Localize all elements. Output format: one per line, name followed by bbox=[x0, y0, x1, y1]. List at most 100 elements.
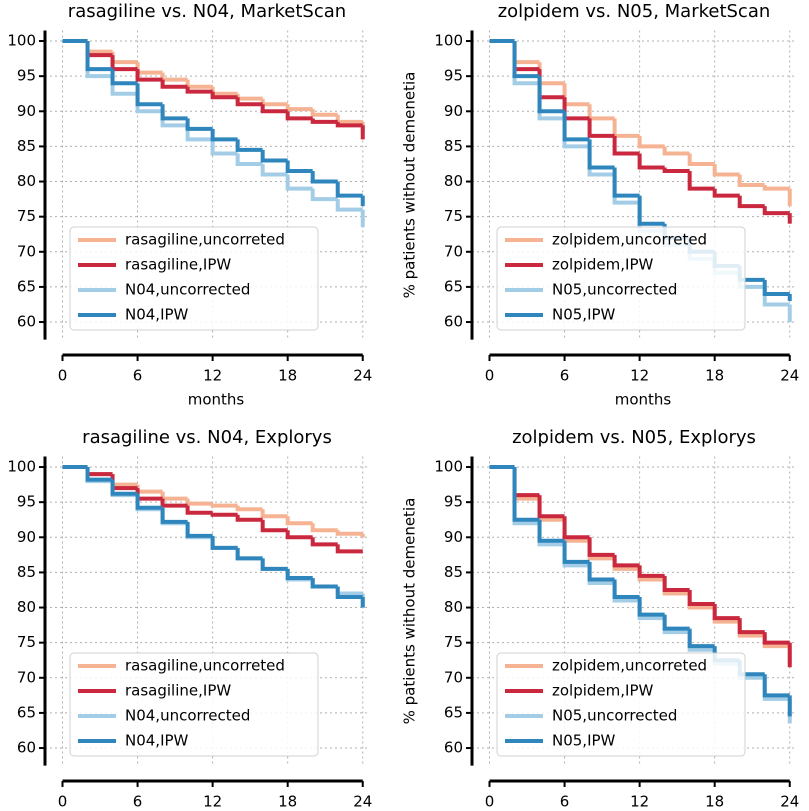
step-segment bbox=[235, 93, 263, 101]
step-segment bbox=[285, 160, 313, 173]
step-segment bbox=[335, 544, 363, 554]
y-tick-label: 65 bbox=[444, 277, 463, 295]
y-tick-label: 70 bbox=[444, 668, 463, 686]
step-segment bbox=[85, 41, 113, 72]
legend-box bbox=[496, 226, 746, 331]
legend-label: N05,uncorrected bbox=[552, 281, 677, 299]
step-segment bbox=[185, 498, 213, 506]
x-tick-label: 6 bbox=[133, 793, 143, 811]
legend-label: N04,uncorrected bbox=[125, 707, 250, 725]
legend-label: zolpidem,uncorreted bbox=[552, 231, 707, 249]
step-segment bbox=[562, 118, 590, 149]
step-segment bbox=[135, 83, 163, 107]
step-segment bbox=[310, 171, 338, 184]
y-tick-label: 65 bbox=[17, 277, 36, 295]
step-segment bbox=[160, 491, 188, 501]
step-segment bbox=[335, 181, 363, 198]
step-segment bbox=[512, 41, 540, 65]
y-tick-label: 95 bbox=[17, 67, 36, 85]
step-segment bbox=[160, 498, 188, 508]
x-tick-label: 0 bbox=[485, 793, 495, 811]
y-tick-label: 80 bbox=[444, 172, 463, 190]
step-segment bbox=[185, 521, 213, 538]
step-segment bbox=[687, 628, 715, 649]
step-segment bbox=[762, 632, 790, 645]
legend-label: rasagiline,IPW bbox=[125, 256, 231, 274]
step-segment bbox=[235, 153, 263, 166]
chart-title: rasagiline vs. N04, Explorys bbox=[82, 427, 332, 448]
step-segment bbox=[160, 104, 188, 121]
y-tick-label: 80 bbox=[17, 598, 36, 616]
x-tick-label: 18 bbox=[705, 793, 724, 811]
step-segment bbox=[612, 554, 640, 568]
y-tick-label: 90 bbox=[17, 102, 36, 120]
y-tick-label: 90 bbox=[444, 102, 463, 120]
y-tick-label: 70 bbox=[17, 242, 36, 260]
y-tick-label: 60 bbox=[444, 313, 463, 331]
y-tick-label: 75 bbox=[17, 633, 36, 651]
step-segment bbox=[512, 41, 540, 72]
y-tick-label: 85 bbox=[444, 137, 463, 155]
step-segment bbox=[160, 79, 188, 89]
subplot: 60 65 70 75 80 85 90 95 100 0 6 12 18 24 rasagiline,un… bbox=[7, 1, 372, 409]
y-tick-label: 70 bbox=[444, 242, 463, 260]
step-segment bbox=[335, 586, 363, 599]
step-segment bbox=[335, 530, 363, 536]
step-segment bbox=[512, 41, 540, 79]
step-segment bbox=[85, 41, 113, 54]
step-segment bbox=[537, 76, 565, 114]
subplot: 60 65 70 75 80 85 90 95 100 0 6 12 18 24 rasagiline,un… bbox=[7, 427, 372, 811]
step-segment bbox=[335, 114, 363, 124]
step-segment bbox=[762, 279, 790, 296]
y-tick-label: 85 bbox=[17, 137, 36, 155]
y-tick-label: 95 bbox=[444, 67, 463, 85]
step-segment bbox=[260, 98, 288, 107]
step-segment bbox=[612, 135, 640, 156]
y-tick-label: 80 bbox=[444, 598, 463, 616]
y-tick-label: 90 bbox=[444, 528, 463, 546]
step-segment bbox=[310, 188, 338, 202]
step-segment bbox=[135, 69, 163, 82]
x-tick-label: 18 bbox=[278, 367, 297, 385]
step-segment bbox=[762, 674, 790, 698]
step-segment bbox=[662, 167, 690, 173]
step-segment bbox=[662, 614, 690, 631]
x-tick-label: 24 bbox=[780, 367, 799, 385]
step-segment bbox=[210, 503, 238, 508]
step-segment bbox=[587, 561, 615, 582]
step-segment bbox=[587, 139, 615, 170]
step-segment bbox=[587, 537, 615, 557]
x-axis-label: months bbox=[188, 391, 245, 409]
y-axis-label: % patients without demenetia bbox=[401, 498, 419, 725]
x-tick-label: 12 bbox=[203, 367, 222, 385]
step-segment bbox=[335, 586, 363, 596]
step-segment bbox=[210, 128, 238, 142]
legend-label: rasagiline,uncorreted bbox=[125, 657, 285, 675]
step-segment bbox=[612, 118, 640, 138]
step-segment bbox=[260, 509, 288, 519]
legend-label: N04,uncorrected bbox=[125, 281, 250, 299]
subplot: 60 65 70 75 80 85 90 95 100 0 6 12 18 24 zolpidem,unco… bbox=[401, 427, 800, 811]
y-tick-label: 60 bbox=[444, 739, 463, 757]
step-segment bbox=[712, 163, 740, 177]
step-segment bbox=[135, 493, 163, 510]
step-segment bbox=[85, 467, 113, 477]
y-tick-label: 60 bbox=[17, 313, 36, 331]
step-segment bbox=[737, 195, 765, 209]
step-segment bbox=[687, 171, 715, 191]
legend-label: zolpidem,IPW bbox=[552, 256, 654, 274]
step-segment bbox=[260, 558, 288, 571]
step-segment bbox=[335, 199, 363, 212]
step-segment bbox=[285, 111, 313, 121]
y-tick-label: 80 bbox=[17, 172, 36, 190]
step-segment bbox=[285, 104, 313, 112]
legend-label: rasagiline,IPW bbox=[125, 682, 231, 700]
x-axis-label: months bbox=[615, 391, 672, 409]
step-segment bbox=[110, 479, 138, 496]
step-segment bbox=[537, 519, 565, 543]
step-segment bbox=[185, 86, 213, 94]
step-segment bbox=[637, 195, 665, 226]
step-segment bbox=[210, 139, 238, 156]
legend-box bbox=[496, 652, 746, 757]
y-tick-label: 85 bbox=[444, 563, 463, 581]
